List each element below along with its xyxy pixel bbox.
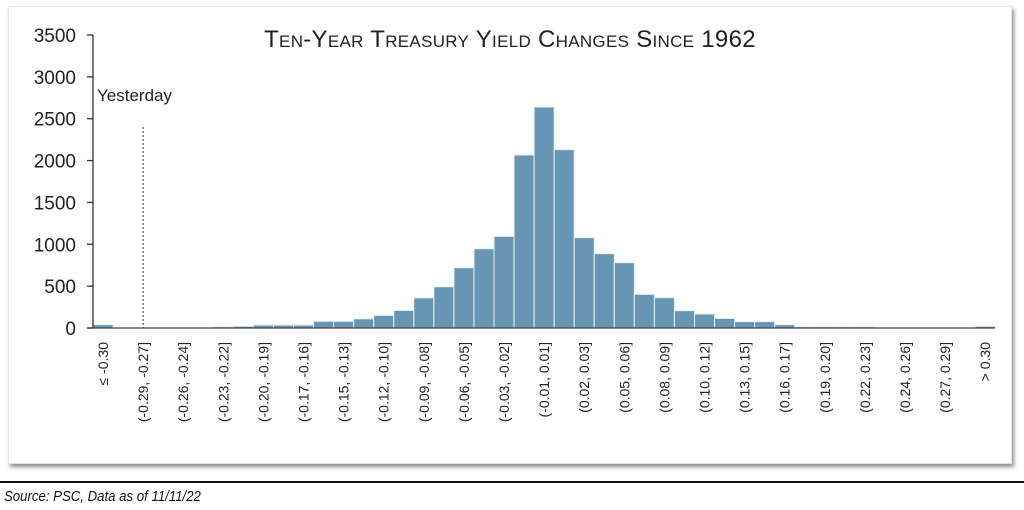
y-tick-label: 3500 — [34, 26, 76, 47]
x-tick-label: (0.05, 0.06] — [616, 342, 632, 413]
histogram-bar — [673, 310, 696, 329]
x-tick-label: (-0.29, -0.27] — [135, 342, 151, 422]
x-tick-label: (0.24, 0.26] — [897, 342, 913, 413]
x-tick-label: (-0.20, -0.19] — [255, 342, 271, 422]
histogram-bar — [493, 235, 515, 329]
x-tick-label: (-0.15, -0.13] — [336, 342, 352, 422]
x-tick-label: (0.02, 0.03] — [576, 342, 592, 413]
histogram-bar — [433, 286, 455, 329]
y-tick-label: 3000 — [34, 68, 76, 89]
x-tick-label: (0.16, 0.17] — [777, 342, 793, 413]
histogram-bar — [393, 309, 415, 329]
x-tick-label: (0.22, 0.23] — [857, 342, 873, 413]
histogram-bar — [653, 297, 675, 329]
histogram-chart: Ten-Year Treasury Yield Changes Since 19… — [34, 26, 996, 422]
y-tick-label: 1000 — [34, 235, 76, 256]
x-tick-label: (0.19, 0.20] — [817, 342, 833, 413]
x-tick-label: ≤ -0.30 — [95, 342, 111, 386]
histogram-bar — [754, 321, 776, 329]
x-tick-label: (0.08, 0.09] — [656, 342, 672, 413]
histogram-bar — [333, 320, 355, 329]
histogram-bar — [593, 253, 615, 329]
histogram-bar — [633, 293, 655, 329]
histogram-bar — [473, 248, 495, 329]
chart-frame: Ten-Year Treasury Yield Changes Since 19… — [8, 6, 1012, 464]
histogram-bar — [353, 318, 375, 329]
histogram-bar — [734, 321, 756, 329]
histogram-bar — [573, 237, 595, 329]
y-tick-label: 2500 — [34, 110, 76, 131]
histogram-bar — [373, 314, 395, 329]
histogram-bar — [533, 106, 555, 329]
histogram-bar — [453, 267, 475, 329]
x-tick-label: (0.27, 0.29] — [937, 342, 953, 413]
x-tick-label: (-0.03, -0.02] — [496, 342, 512, 422]
x-tick-label: (-0.23, -0.22] — [215, 342, 231, 422]
source-note: Source: PSC, Data as of 11/11/22 — [4, 488, 201, 505]
x-tick-label: > 0.30 — [977, 342, 993, 382]
x-tick-label: (0.10, 0.12] — [697, 342, 713, 413]
x-tick-label: (-0.17, -0.16] — [296, 342, 312, 422]
y-tick-label: 0 — [65, 319, 76, 340]
yesterday-annotation: Yesterday — [97, 86, 172, 105]
histogram-bar — [613, 262, 635, 329]
y-tick-label: 2000 — [34, 152, 76, 173]
histogram-bar — [694, 313, 716, 329]
y-tick-label: 500 — [44, 277, 76, 298]
x-tick-label: (-0.06, -0.05] — [456, 342, 472, 422]
histogram-bar — [553, 149, 575, 329]
x-tick-label: (-0.12, -0.10] — [376, 342, 392, 422]
histogram-bar — [413, 297, 435, 329]
x-tick-label: (-0.09, -0.08] — [416, 342, 432, 422]
x-tick-label: (0.13, 0.15] — [737, 342, 753, 413]
histogram-bar — [313, 320, 335, 329]
chart-title: Ten-Year Treasury Yield Changes Since 19… — [264, 26, 756, 53]
footer-divider — [0, 481, 1024, 483]
x-tick-label: (-0.01, 0.01] — [536, 342, 552, 418]
y-tick-label: 1500 — [34, 193, 76, 214]
histogram-bar — [513, 154, 535, 329]
histogram-bar — [714, 317, 736, 329]
x-tick-label: (-0.26, -0.24] — [175, 342, 191, 422]
